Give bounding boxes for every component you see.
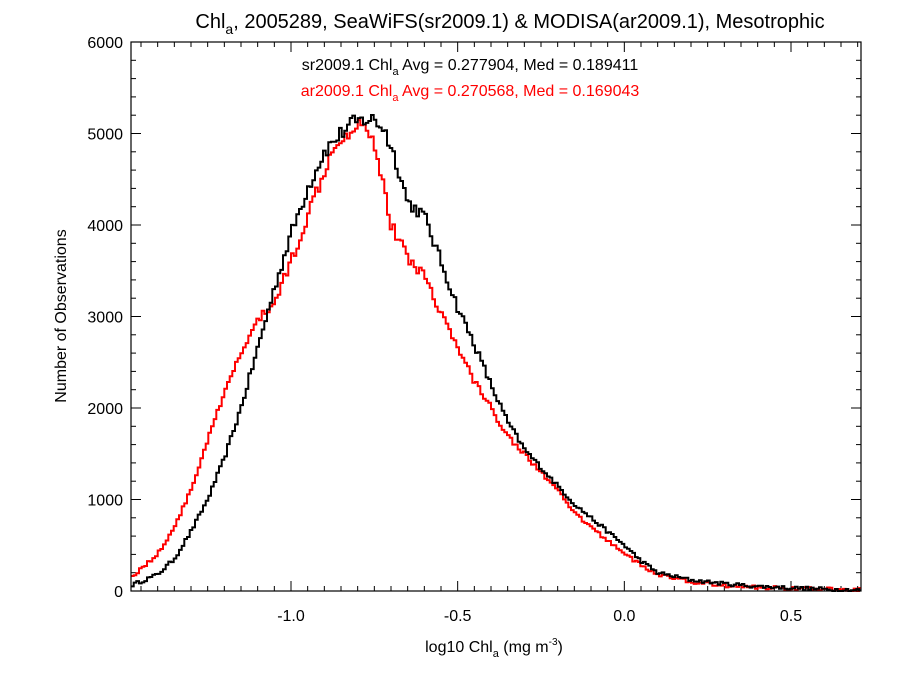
y-tick-label: 1000 xyxy=(87,493,123,510)
y-tick-label: 2000 xyxy=(87,401,123,418)
legend-sr2009: sr2009.1 Chla Avg = 0.277904, Med = 0.18… xyxy=(302,57,639,78)
y-axis-label: Number of Observations xyxy=(53,229,70,402)
series-layer xyxy=(131,114,861,592)
chart-title: Chla, 2005289, SeaWiFS(sr2009.1) & MODIS… xyxy=(195,11,824,37)
y-tick-label: 6000 xyxy=(87,35,123,52)
x-axis-label: log10 Chla (mg m-3) xyxy=(425,637,563,660)
x-tick-label: 0.5 xyxy=(780,608,802,625)
x-tick-label: -0.5 xyxy=(444,608,472,625)
series-line-sr2009-1 xyxy=(131,114,861,592)
plot-frame xyxy=(130,41,862,592)
y-tick-label: 5000 xyxy=(87,127,123,144)
y-tick-label: 3000 xyxy=(87,310,123,327)
axes: -1.0 -0.5 0.0 0.5 0 1000 2000 3000 4000 5000 6000 xyxy=(87,35,861,625)
x-tick-label: -1.0 xyxy=(277,608,305,625)
x-tick-label: 0.0 xyxy=(613,608,635,625)
y-tick-label: 4000 xyxy=(87,218,123,235)
series-line-ar2009-1 xyxy=(131,119,861,592)
y-tick-label: 0 xyxy=(114,584,123,601)
legend-ar2009: ar2009.1 Chla Avg = 0.270568, Med = 0.16… xyxy=(301,83,640,104)
